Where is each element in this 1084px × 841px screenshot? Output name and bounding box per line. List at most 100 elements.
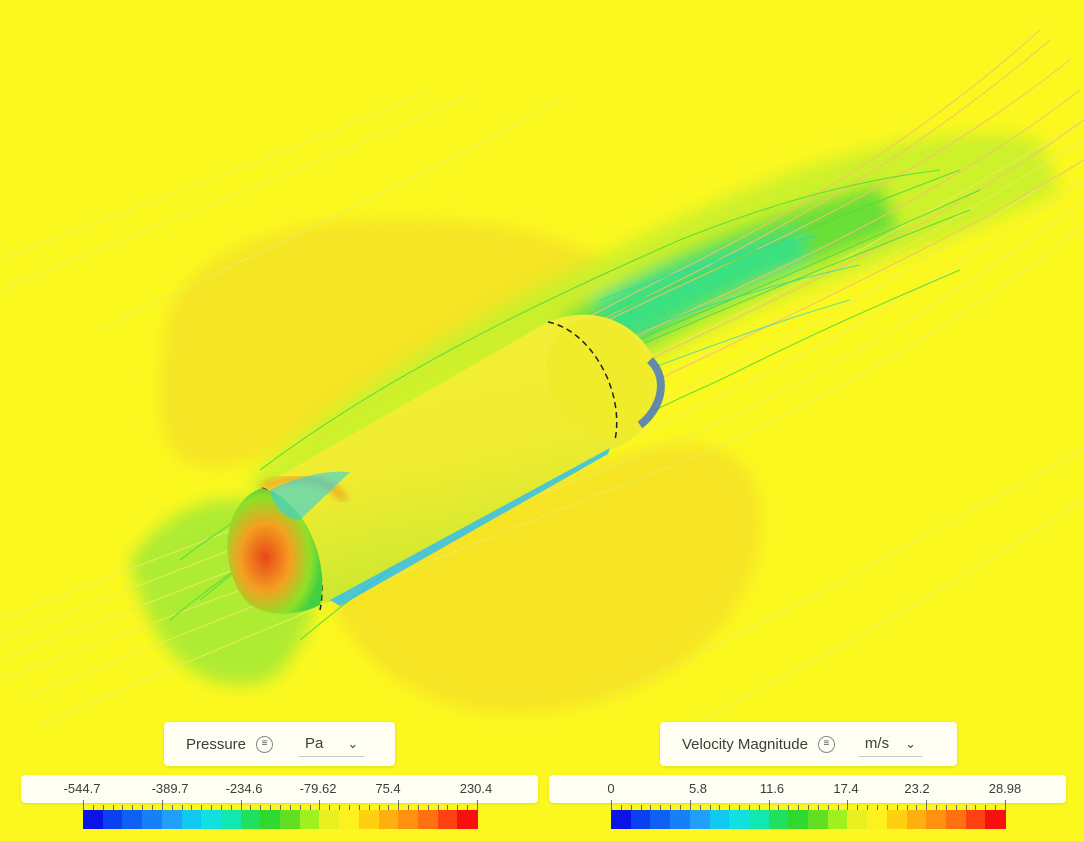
- ruler-tick: [670, 805, 672, 810]
- low-pressure-band: [330, 448, 610, 606]
- color-swatch: [808, 810, 829, 829]
- ruler-tick: [102, 805, 104, 810]
- ruler-tick: [457, 805, 459, 810]
- ruler-tick: [171, 805, 173, 810]
- ruler-tick: [220, 805, 222, 810]
- color-swatch: [299, 810, 321, 829]
- ruler-tick: [378, 805, 380, 810]
- pressure-tick-label: 75.4: [375, 781, 401, 796]
- pressure-tick-label: -234.6: [225, 781, 263, 796]
- ruler-tick: [329, 805, 331, 810]
- color-swatch: [437, 810, 459, 829]
- ruler-tick: [1005, 800, 1006, 810]
- color-swatch: [358, 810, 380, 829]
- ruler-tick: [886, 805, 888, 810]
- ruler-tick: [679, 805, 681, 810]
- ruler-tick: [427, 805, 429, 810]
- velocity-tick-label: 11.6: [759, 781, 785, 796]
- list-menu-icon[interactable]: ≡: [817, 735, 835, 753]
- velocity-selector: Velocity Magnitude ≡ m/s ⌄: [660, 722, 957, 766]
- velocity-unit-select[interactable]: m/s ⌄: [858, 735, 922, 757]
- chevron-down-icon: ⌄: [905, 735, 916, 751]
- ruler-tick: [758, 805, 760, 810]
- color-swatch: [378, 810, 399, 829]
- ruler-tick: [827, 805, 829, 810]
- ruler-tick: [142, 805, 144, 810]
- ruler-tick: [847, 800, 849, 810]
- ruler-tick: [112, 805, 114, 810]
- ruler-tick: [417, 805, 419, 810]
- ruler-tick: [299, 805, 301, 810]
- pressure-quantity-label: Pressure: [186, 735, 247, 753]
- ruler-tick: [289, 805, 291, 810]
- color-swatch: [689, 810, 711, 829]
- color-swatch: [965, 810, 987, 829]
- color-swatch: [886, 810, 908, 829]
- color-swatch: [260, 810, 281, 829]
- color-swatch: [768, 810, 790, 829]
- color-swatch: [102, 810, 124, 829]
- velocity-colorbar-labels: 0 5.8 11.6 17.4 23.2 28.98: [549, 775, 1066, 803]
- ruler-tick: [240, 800, 242, 810]
- velocity-tick-label: 28.98: [988, 781, 1022, 796]
- color-swatch: [201, 810, 222, 829]
- ruler-tick: [926, 800, 928, 810]
- ruler-tick: [876, 805, 878, 810]
- color-swatch: [650, 810, 671, 829]
- ruler-tick: [270, 805, 272, 810]
- cylinder-body: [253, 314, 665, 611]
- color-swatch: [611, 810, 632, 829]
- ruler-tick: [936, 805, 938, 810]
- color-swatch: [417, 810, 439, 829]
- ruler-tick: [808, 805, 809, 810]
- pressure-gradient-bar: [83, 810, 478, 829]
- ruler-tick: [975, 805, 977, 810]
- color-swatch: [630, 810, 652, 829]
- ruler-tick: [319, 800, 321, 810]
- ruler-tick: [995, 805, 997, 810]
- ruler-tick: [211, 805, 213, 810]
- pressure-unit-label: Pa: [305, 735, 324, 752]
- ruler-tick: [309, 805, 311, 810]
- ruler-tick: [477, 800, 478, 810]
- color-swatch: [142, 810, 163, 829]
- ruler-tick: [788, 805, 790, 810]
- color-swatch: [709, 810, 730, 829]
- ruler-tick: [339, 805, 341, 810]
- color-swatch: [161, 810, 183, 829]
- ruler-tick: [447, 805, 449, 810]
- velocity-tick-label: 17.4: [833, 781, 859, 796]
- color-swatch: [788, 810, 809, 829]
- ruler-tick: [719, 805, 721, 810]
- ruler-tick: [467, 805, 469, 810]
- ruler-tick: [906, 805, 908, 810]
- color-swatch: [926, 810, 947, 829]
- ruler-tick: [83, 800, 84, 810]
- ruler-tick: [151, 805, 153, 810]
- color-swatch: [122, 810, 143, 829]
- color-swatch: [181, 810, 202, 829]
- color-swatch: [398, 810, 419, 829]
- color-swatch: [748, 810, 770, 829]
- pressure-unit-select[interactable]: Pa ⌄: [299, 735, 365, 757]
- ruler-tick: [620, 805, 622, 810]
- pressure-field: [159, 219, 762, 714]
- list-menu-icon[interactable]: ≡: [256, 735, 274, 753]
- color-swatch: [827, 810, 849, 829]
- ruler-tick: [916, 805, 918, 810]
- color-swatch: [670, 810, 691, 829]
- ruler-tick: [92, 805, 94, 810]
- velocity-tick-label: 0: [607, 781, 615, 796]
- chevron-down-icon: ⌄: [347, 735, 359, 751]
- ruler-tick: [867, 805, 869, 810]
- ruler-tick: [630, 805, 632, 810]
- color-swatch: [867, 810, 888, 829]
- ruler-tick: [660, 805, 662, 810]
- ruler-tick: [640, 805, 642, 810]
- color-swatch: [83, 810, 104, 829]
- ruler-tick: [280, 805, 281, 810]
- ruler-tick: [611, 800, 612, 810]
- ruler-tick: [368, 805, 370, 810]
- velocity-tick-label: 5.8: [688, 781, 708, 796]
